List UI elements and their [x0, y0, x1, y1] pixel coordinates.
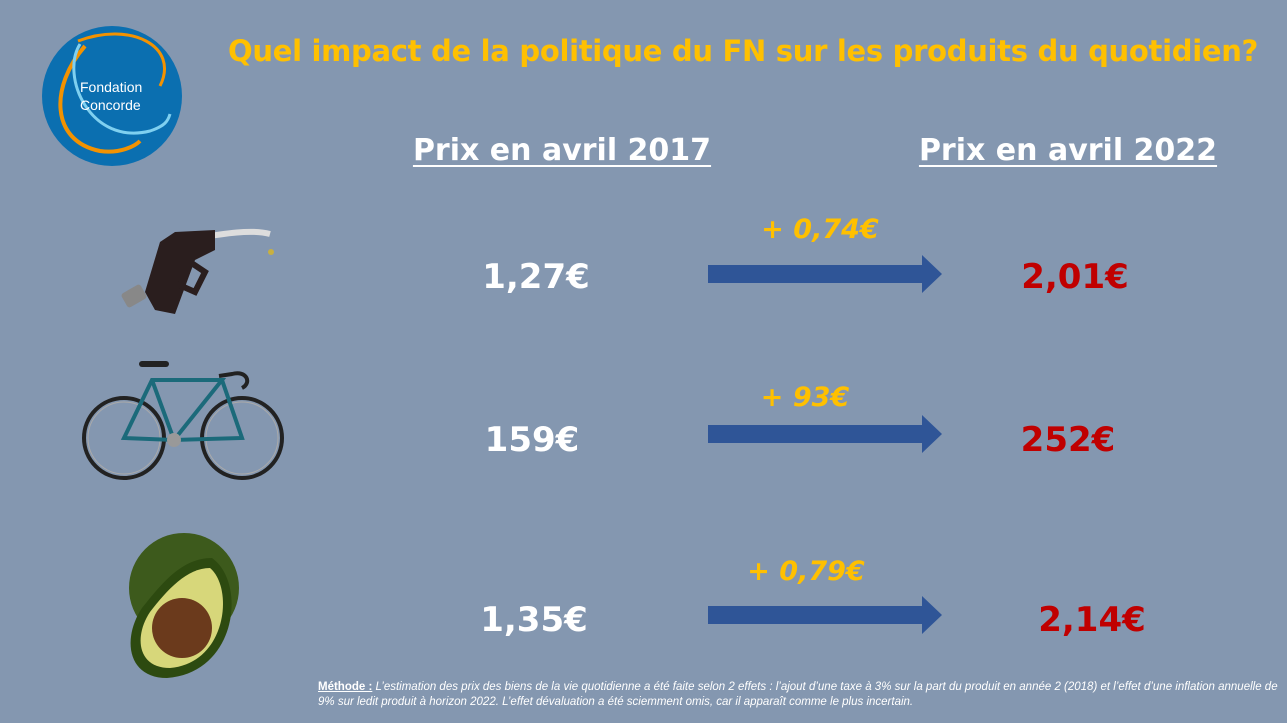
price-delta-bicycle: + 93€ — [760, 382, 850, 413]
fondation-concorde-logo: Fondation Concorde — [40, 26, 184, 166]
price-2017-fuel: 1,27€ — [482, 257, 590, 297]
bicycle-icon — [82, 358, 286, 487]
price-2017-avocado: 1,35€ — [480, 600, 588, 640]
price-2022-avocado: 2,14€ — [1038, 600, 1146, 640]
header-before: Prix en avril 2017 — [412, 133, 712, 168]
method-note-text: L’estimation des prix des biens de la vi… — [318, 681, 1278, 708]
price-2022-bicycle: 252€ — [1020, 420, 1116, 460]
method-note-label: Méthode : — [318, 681, 373, 693]
page-title: Quel impact de la politique du FN sur le… — [228, 34, 1259, 68]
price-2022-fuel: 2,01€ — [1021, 257, 1129, 297]
price-2017-bicycle: 159€ — [484, 420, 580, 460]
avocado-icon — [122, 528, 252, 687]
price-delta-avocado: + 0,79€ — [747, 556, 865, 587]
arrow-right-icon — [708, 255, 944, 293]
price-delta-fuel: + 0,74€ — [761, 214, 879, 245]
method-note: Méthode : L’estimation des prix des bien… — [318, 680, 1278, 710]
arrow-right-icon — [708, 596, 944, 634]
logo-line2: Concorde — [80, 97, 141, 113]
header-after: Prix en avril 2022 — [918, 133, 1218, 168]
logo-line1: Fondation — [80, 79, 142, 95]
fuel-pump-icon — [115, 222, 280, 321]
arrow-right-icon — [708, 415, 944, 453]
